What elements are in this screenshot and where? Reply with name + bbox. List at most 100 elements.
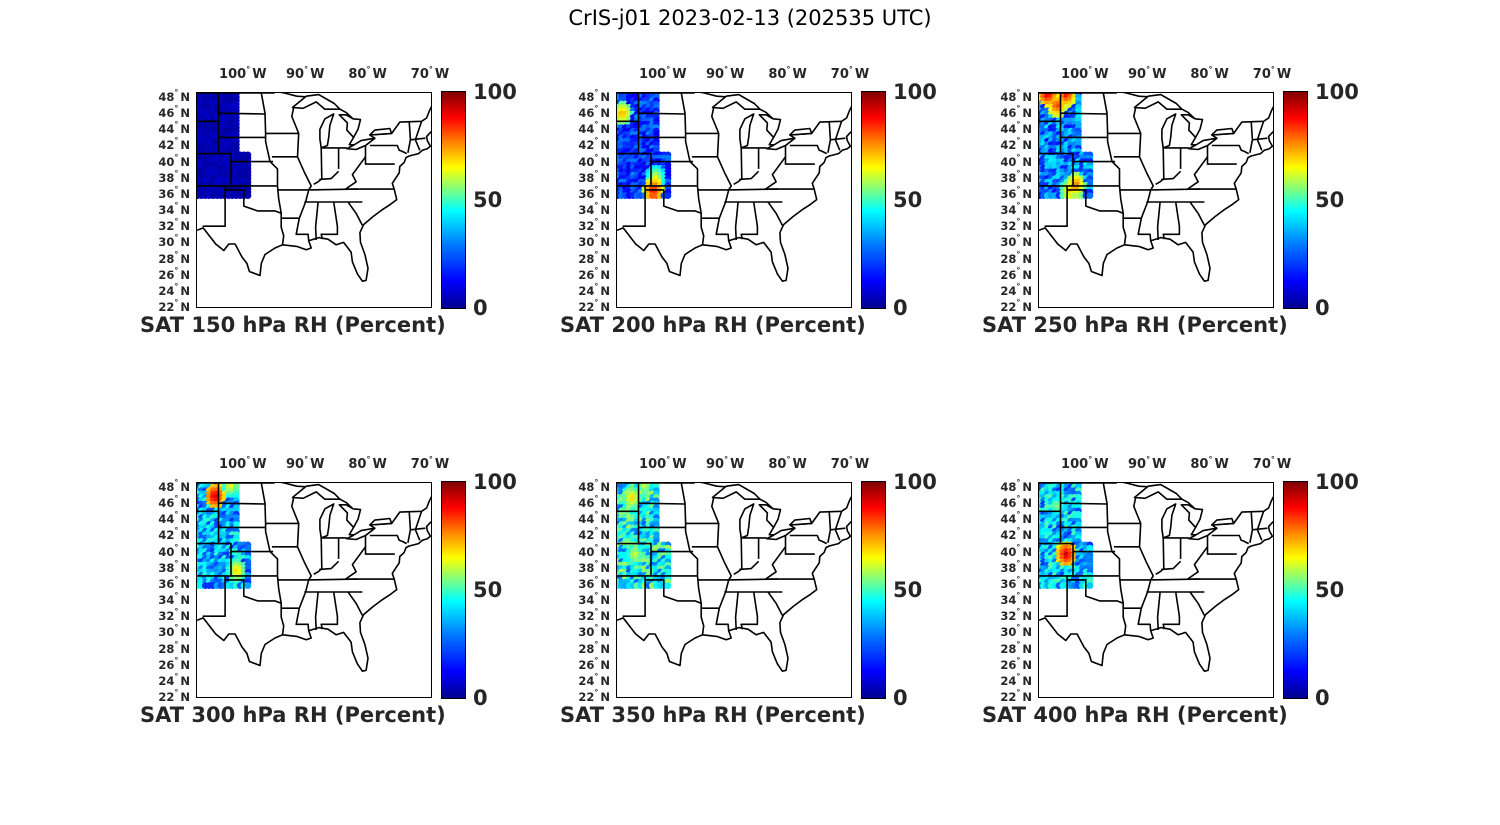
great-lake-outline — [1188, 137, 1218, 151]
satellite-swath — [617, 483, 672, 589]
figure-title: CrIS-j01 2023-02-13 (202535 UTC) — [568, 6, 932, 30]
longitude-tick-label: 100° W — [219, 65, 267, 82]
colorbar — [861, 481, 886, 699]
longitude-tick-label: 70° W — [410, 455, 450, 472]
rh-observation-dot — [664, 192, 672, 199]
coastline-path — [1039, 131, 1273, 282]
latitude-tick-label: 40° N — [1000, 152, 1032, 169]
latitude-tick-label: 44° N — [1000, 510, 1032, 527]
state-border-path — [313, 147, 323, 185]
state-border-path — [765, 546, 787, 580]
latitude-tick-label: 42° N — [158, 136, 190, 153]
latitude-tick-label: 48° N — [1000, 478, 1032, 495]
state-border-path — [789, 534, 828, 545]
rh-observation-dot — [244, 582, 252, 589]
state-border-path — [680, 93, 705, 245]
latitude-tick-label: 28° N — [158, 249, 190, 266]
state-border-path — [638, 502, 686, 505]
longitude-tick-label: 90° W — [705, 455, 745, 472]
panel-title: SAT 350 hPa RH (Percent) — [560, 703, 866, 727]
great-lake-outline — [319, 503, 335, 539]
longitude-tick-label: 90° W — [1127, 65, 1167, 82]
state-border-path — [202, 93, 232, 227]
state-border-path — [1133, 497, 1154, 631]
state-border-path — [1189, 591, 1206, 616]
state-border-path — [739, 560, 760, 571]
latitude-tick-label: 40° N — [578, 152, 610, 169]
latitude-tick-label: 46° N — [578, 494, 610, 511]
state-border-path — [622, 93, 652, 227]
colorbar-tick-label: 50 — [1315, 188, 1345, 212]
state-border-path — [1133, 107, 1154, 241]
state-border-path — [1161, 560, 1182, 571]
state-border-path — [291, 107, 312, 241]
latitude-tick-label: 24° N — [1000, 281, 1032, 298]
latitude-tick-label: 46° N — [158, 494, 190, 511]
latitude-tick-label: 34° N — [1000, 201, 1032, 218]
satellite-swath — [617, 93, 672, 199]
panel-title: SAT 300 hPa RH (Percent) — [140, 703, 446, 727]
map-canvas — [617, 483, 851, 672]
great-lake-outline — [766, 527, 796, 541]
rh-observation-dot — [1086, 192, 1094, 199]
latitude-tick-label: 30° N — [578, 623, 610, 640]
state-border-path — [319, 170, 340, 181]
state-border-path — [1187, 156, 1209, 190]
longitude-tick-label: 70° W — [830, 455, 870, 472]
state-border-path — [680, 483, 705, 635]
latitude-tick-label: 42° N — [578, 526, 610, 543]
map-panel: 100° W 90° W 80° W 70° W 48° N 46° N 44° N 42° N 40° N 38°… — [140, 65, 517, 375]
map-canvas — [197, 483, 431, 672]
great-lake-outline — [711, 483, 761, 500]
latitude-tick-label: 46° N — [578, 104, 610, 121]
coastline-path — [197, 131, 431, 282]
latitude-tick-label: 32° N — [578, 217, 610, 234]
state-border-path — [1060, 112, 1108, 115]
great-lake-outline — [369, 517, 393, 526]
rh-observation-dot — [1086, 582, 1094, 589]
latitude-tick-label: 26° N — [158, 265, 190, 282]
great-lake-outline — [319, 113, 335, 149]
latitude-tick-label: 34° N — [158, 591, 190, 608]
colorbar-tick-label: 0 — [473, 686, 488, 710]
latitude-tick-label: 44° N — [1000, 120, 1032, 137]
state-border-path — [1211, 144, 1250, 155]
latitude-tick-label: 36° N — [158, 574, 190, 591]
latitude-tick-label: 42° N — [158, 526, 190, 543]
latitude-tick-label: 22° N — [158, 688, 190, 704]
state-border-path — [1044, 93, 1074, 227]
state-border-path — [1155, 537, 1165, 575]
latitude-tick-label: 44° N — [158, 120, 190, 137]
satellite-swath — [197, 93, 252, 199]
latitude-tick-label: 46° N — [1000, 104, 1032, 121]
latitude-tick-label: 24° N — [1000, 671, 1032, 688]
great-lake-outline — [1161, 503, 1177, 539]
great-lake-outline — [1188, 527, 1218, 541]
great-lake-outline — [1211, 517, 1235, 526]
state-border-path — [1252, 527, 1268, 531]
latitude-tick-label: 28° N — [578, 249, 610, 266]
state-border-path — [1155, 147, 1165, 185]
panel-title: SAT 250 hPa RH (Percent) — [982, 313, 1288, 337]
state-border-path — [260, 483, 285, 635]
latitude-tick-label: 48° N — [578, 88, 610, 105]
colorbar-tick-label: 0 — [893, 686, 908, 710]
latitude-tick-label: 42° N — [578, 136, 610, 153]
colorbar-tick-label: 100 — [893, 80, 937, 104]
great-lake-outline — [766, 137, 796, 151]
longitude-tick-label: 90° W — [285, 455, 325, 472]
map-canvas — [617, 93, 851, 282]
great-lake-outline — [758, 114, 782, 139]
latitude-tick-label: 40° N — [158, 152, 190, 169]
map-axes — [616, 92, 852, 308]
colorbar-tick-label: 0 — [1315, 686, 1330, 710]
state-border-path — [789, 144, 828, 155]
panel-title: SAT 400 hPa RH (Percent) — [982, 703, 1288, 727]
state-border-path — [740, 201, 759, 240]
latitude-tick-label: 36° N — [578, 574, 610, 591]
colorbar-tick-label: 0 — [473, 296, 488, 320]
colorbar — [861, 91, 886, 309]
state-border-path — [767, 201, 784, 226]
latitude-tick-label: 22° N — [1000, 298, 1032, 314]
great-lake-outline — [1133, 93, 1183, 110]
